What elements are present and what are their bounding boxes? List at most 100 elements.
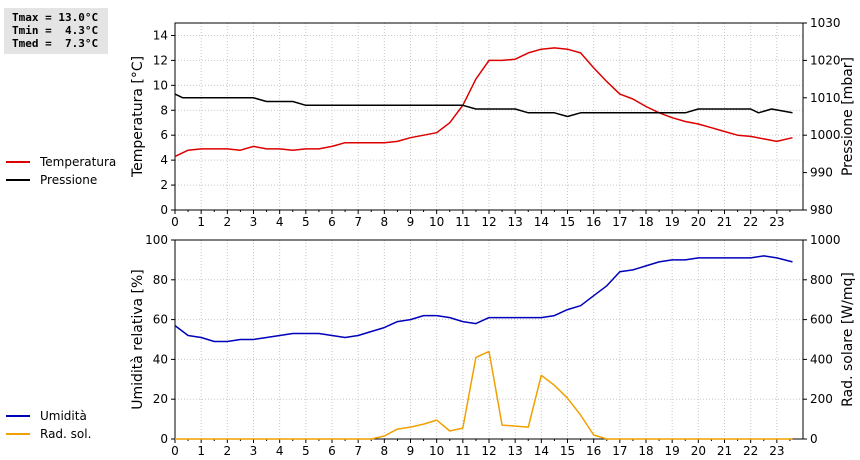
legend-bottom: Umidità Rad. sol. [6,407,91,443]
y-tick-label: 6 [160,128,168,142]
y-right-tick-label: 0 [810,432,818,446]
plot-frame [174,22,804,211]
legend-item-temperatura: Temperatura [6,153,116,171]
x-tick-label: 12 [481,215,496,229]
x-tick-label: 10 [429,215,444,229]
x-tick-label: 13 [508,444,523,458]
x-tick-label: 7 [354,444,362,458]
x-tick-label: 4 [276,444,284,458]
y-right-tick-label: 400 [810,352,833,366]
y-tick-label: 4 [160,153,168,167]
plot-frame [174,239,804,440]
x-tick-label: 5 [302,215,310,229]
x-tick-label: 19 [665,215,680,229]
tmed-text: Tmed = 7.3°C [12,37,99,50]
y-right-tick-label: 980 [810,203,833,217]
y-right-tick-label: 800 [810,273,833,287]
series-line-0 [174,255,793,343]
x-tick-label: 21 [717,444,732,458]
legend-label-temperatura: Temperatura [40,155,117,169]
legend-label-radsol: Rad. sol. [40,427,92,441]
x-tick-label: 6 [328,444,336,458]
series-line-0 [174,47,793,158]
x-tick-label: 7 [354,215,362,229]
series-line-1 [175,350,793,440]
y-tick-label: 12 [153,53,168,67]
x-tick-label: 14 [534,215,549,229]
y-tick-label: 20 [153,392,168,406]
y-right-tick-label: 200 [810,392,833,406]
x-tick-label: 16 [586,444,601,458]
legend-item-radsol: Rad. sol. [6,425,91,443]
x-tick-label: 8 [381,215,389,229]
x-tick-label: 19 [665,444,680,458]
legend-swatch-umidita [6,415,30,417]
tmax-text: Tmax = 13.0°C [12,11,99,24]
y-tick-label: 8 [160,103,168,117]
x-tick-label: 17 [612,444,627,458]
x-tick-label: 22 [743,444,758,458]
y-right-tick-label: 1010 [810,91,841,105]
x-tick-label: 5 [302,444,310,458]
y-tick-label: 100 [145,233,168,247]
y-axis-label-right: Rad. solare [W/mq] [840,272,856,407]
y-right-tick-label: 990 [810,166,833,180]
y-axis-label-right: Pressione [mbar] [840,57,856,176]
x-tick-label: 12 [481,444,496,458]
tmin-text: Tmin = 4.3°C [12,24,99,37]
x-tick-label: 18 [638,444,653,458]
x-tick-label: 18 [638,215,653,229]
y-tick-label: 0 [160,432,168,446]
x-tick-label: 6 [328,215,336,229]
stats-box: Tmax = 13.0°C Tmin = 4.3°C Tmed = 7.3°C [4,8,108,54]
x-tick-label: 0 [171,215,179,229]
legend-item-umidita: Umidità [6,407,91,425]
y-tick-label: 10 [153,78,168,92]
legend-label-pressione: Pressione [40,173,98,187]
y-tick-label: 80 [153,273,168,287]
x-tick-label: 9 [407,215,415,229]
legend-swatch-temperatura [6,161,30,163]
x-tick-label: 2 [224,215,232,229]
x-tick-label: 11 [455,215,470,229]
y-tick-label: 2 [160,178,168,192]
y-tick-label: 0 [160,203,168,217]
y-axis-label-left: Temperatura [°C] [130,56,146,178]
x-tick-label: 2 [224,444,232,458]
x-tick-label: 8 [381,444,389,458]
y-tick-label: 60 [153,313,168,327]
y-right-tick-label: 600 [810,313,833,327]
x-tick-label: 11 [455,444,470,458]
x-tick-label: 4 [276,215,284,229]
x-tick-label: 10 [429,444,444,458]
legend-swatch-pressione [6,179,30,181]
x-tick-label: 15 [560,444,575,458]
x-tick-label: 1 [197,444,205,458]
y-right-tick-label: 1000 [810,233,841,247]
y-tick-label: 40 [153,352,168,366]
x-tick-label: 21 [717,215,732,229]
x-tick-label: 22 [743,215,758,229]
y-right-tick-label: 1030 [810,16,841,30]
legend-swatch-radsol [6,433,30,435]
x-tick-label: 23 [769,215,784,229]
x-tick-label: 17 [612,215,627,229]
x-tick-label: 0 [171,444,179,458]
legend-item-pressione: Pressione [6,171,116,189]
x-tick-label: 15 [560,215,575,229]
y-tick-label: 14 [153,28,168,42]
y-right-tick-label: 1000 [810,128,841,142]
x-tick-label: 9 [407,444,415,458]
x-tick-label: 13 [508,215,523,229]
x-tick-label: 23 [769,444,784,458]
legend-label-umidita: Umidità [40,409,87,423]
x-tick-label: 3 [250,444,258,458]
series-line-1 [174,93,793,118]
x-tick-label: 20 [691,444,706,458]
x-tick-label: 14 [534,444,549,458]
x-tick-label: 1 [197,215,205,229]
x-tick-label: 20 [691,215,706,229]
legend-top: Temperatura Pressione [6,153,116,189]
x-tick-label: 16 [586,215,601,229]
